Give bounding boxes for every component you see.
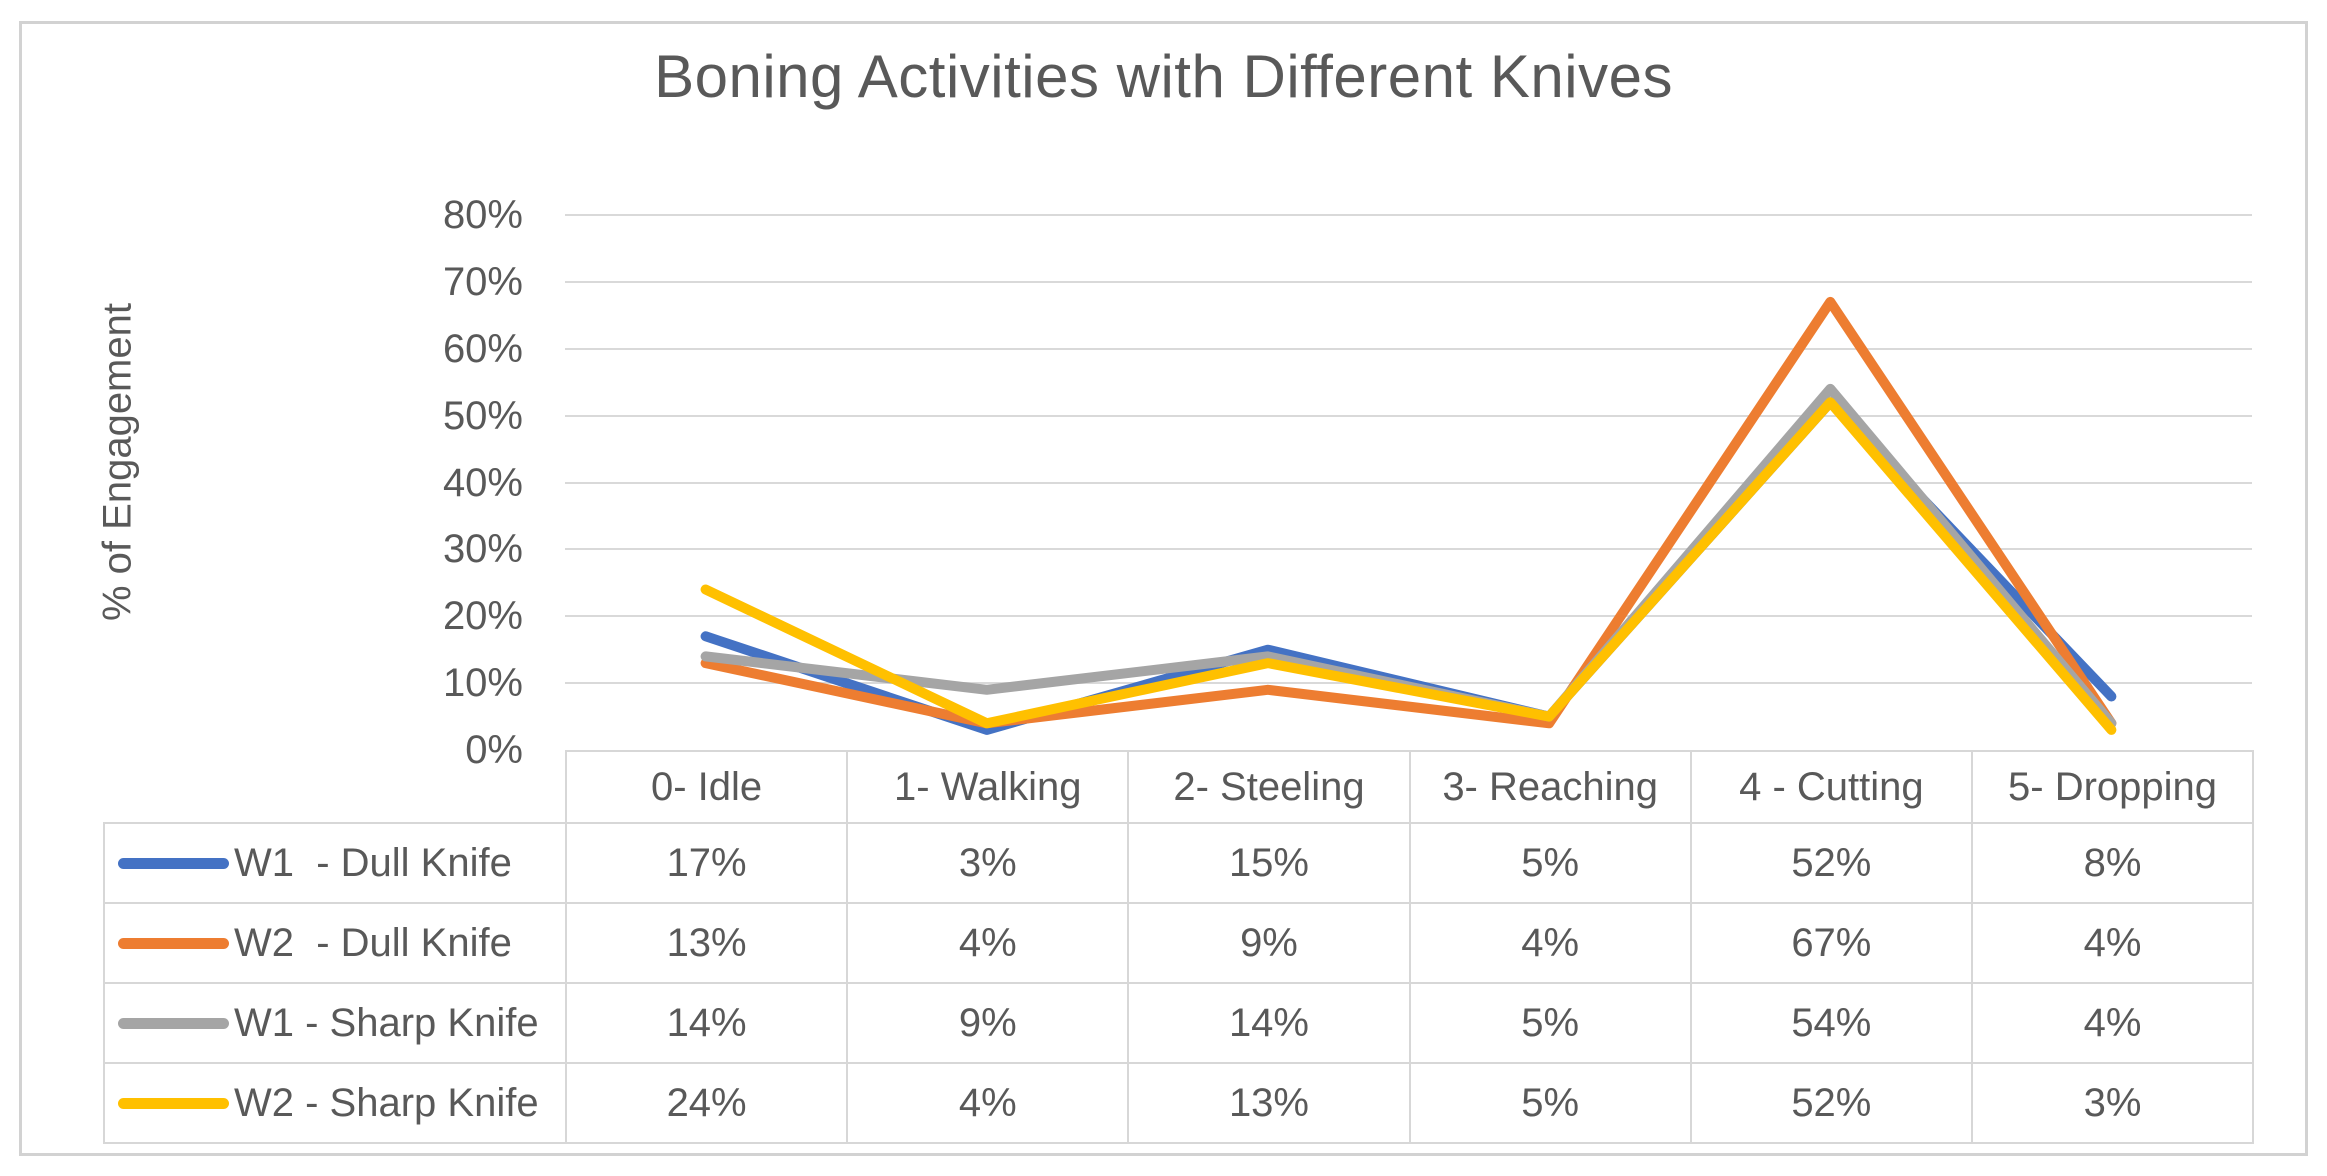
category-header-cell: 2- Steeling (1127, 750, 1411, 824)
value-cell: 24% (564, 1062, 849, 1144)
value-cell: 14% (564, 982, 849, 1064)
value-cell: 9% (846, 982, 1130, 1064)
y-tick-label: 20% (442, 594, 523, 639)
legend-label: W2 - Sharp Knife (234, 1080, 539, 1125)
table-header-row: 0- Idle 1- Walking 2- Steeling 3- Reaching 4… (104, 750, 2255, 824)
y-tick-label: 60% (442, 326, 523, 371)
legend-line-swatch (118, 1017, 229, 1029)
value-cell: 4% (846, 902, 1130, 984)
y-tick-label: 80% (442, 193, 523, 237)
legend-label: W1 - Sharp Knife (234, 1000, 539, 1045)
y-tick-label: 30% (442, 527, 523, 572)
table-row: W2 - Dull Knife 13% 4% 9% 4% 67% 4% (103, 902, 2255, 984)
legend-key: W2 - Dull Knife (106, 920, 564, 966)
horizontal-gridline (565, 548, 2252, 551)
category-header-cell: 4 - Cutting (1689, 750, 1973, 824)
horizontal-gridline (565, 347, 2252, 350)
value-cell: 14% (1127, 982, 1411, 1064)
value-cell: 4% (1970, 982, 2255, 1064)
legend-key: W1 - Dull Knife (106, 840, 564, 886)
legend-line-swatch (118, 937, 229, 949)
legend-label: W1 - Dull Knife (234, 840, 512, 885)
value-cell: 8% (1970, 822, 2255, 904)
value-cell: 9% (1127, 902, 1411, 984)
category-header-cell: 1- Walking (846, 750, 1130, 824)
series-line (700, 383, 2117, 729)
value-cell: 13% (564, 902, 849, 984)
value-cell: 15% (1127, 822, 1411, 904)
value-cell: 3% (846, 822, 1130, 904)
legend-cell: W2 - Sharp Knife (103, 1062, 567, 1144)
horizontal-gridline (565, 481, 2252, 484)
value-cell: 5% (1408, 822, 1692, 904)
table-row: W1 - Dull Knife 17% 3% 15% 5% 52% 8% (103, 822, 2255, 904)
table-row: W1 - Sharp Knife 14% 9% 14% 5% 54% 4% (103, 982, 2255, 1064)
category-header-cell: 3- Reaching (1408, 750, 1692, 824)
value-cell: 3% (1970, 1062, 2255, 1144)
y-tick-label: 50% (442, 393, 523, 438)
value-cell: 67% (1689, 902, 1973, 984)
value-cell: 5% (1408, 1062, 1692, 1144)
table-row: W2 - Sharp Knife 24% 4% 13% 5% 52% 3% (103, 1062, 2255, 1144)
value-cell: 52% (1689, 1062, 1973, 1144)
horizontal-gridline (565, 414, 2252, 417)
horizontal-gridline (565, 682, 2252, 685)
value-cell: 4% (846, 1062, 1130, 1144)
chart-title: Boning Activities with Different Knives (654, 43, 1673, 110)
legend-line-swatch (118, 1097, 229, 1109)
legend-label: W2 - Dull Knife (234, 920, 512, 965)
y-tick-label: 10% (442, 661, 523, 706)
legend-cell: W2 - Dull Knife (103, 902, 567, 984)
value-cell: 5% (1408, 982, 1692, 1064)
value-cell: 54% (1689, 982, 1973, 1064)
category-header-cell: 5- Dropping (1970, 750, 2255, 824)
horizontal-gridline (565, 214, 2252, 216)
horizontal-gridline (565, 280, 2252, 283)
series-line (700, 397, 2117, 735)
y-tick-label: 40% (442, 460, 523, 505)
series-line (700, 296, 2117, 729)
value-cell: 4% (1408, 902, 1692, 984)
legend-cell: W1 - Sharp Knife (103, 982, 567, 1064)
data-table: 0- Idle 1- Walking 2- Steeling 3- Reaching 4… (103, 750, 2255, 1144)
category-header-cell: 0- Idle (564, 750, 849, 824)
value-cell: 4% (1970, 902, 2255, 984)
legend-key: W2 - Sharp Knife (106, 1080, 564, 1126)
horizontal-gridline (565, 615, 2252, 618)
series-line (700, 397, 2117, 735)
legend-cell: W1 - Dull Knife (103, 822, 567, 904)
y-tick-label: 70% (442, 259, 523, 304)
table-corner-cell (104, 751, 567, 824)
legend-line-swatch (118, 857, 229, 869)
value-cell: 52% (1689, 822, 1973, 904)
legend-key: W1 - Sharp Knife (106, 1000, 564, 1046)
value-cell: 17% (564, 822, 849, 904)
value-cell: 13% (1127, 1062, 1411, 1144)
